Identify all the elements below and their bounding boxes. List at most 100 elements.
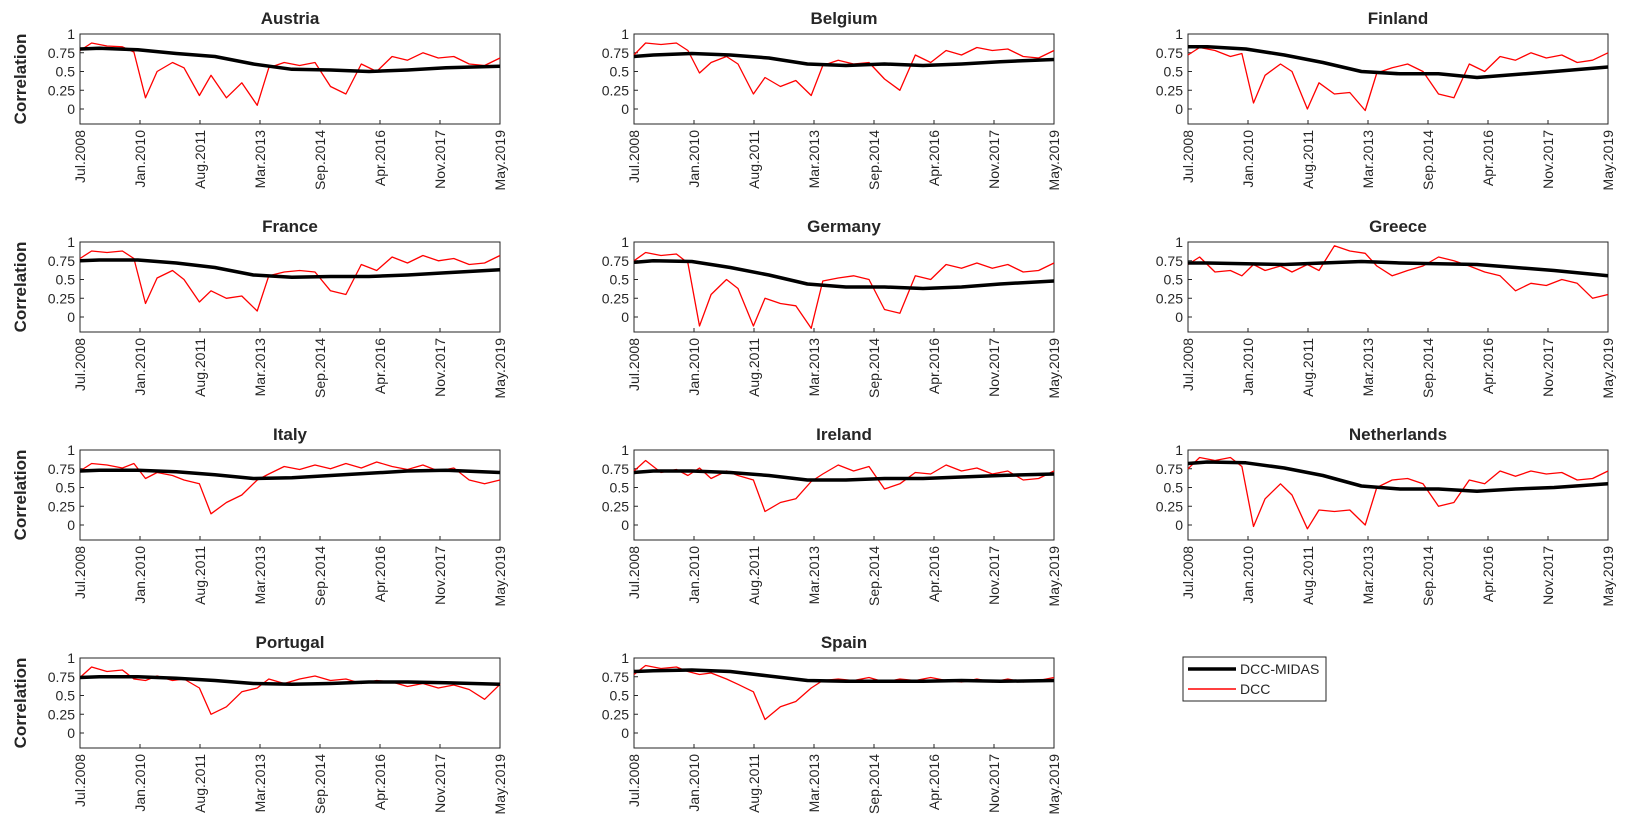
x-tick-label: May.2019	[492, 754, 508, 815]
y-tick-label: 0.25	[602, 290, 629, 306]
x-tick-label: Sep.2014	[1420, 130, 1436, 190]
y-tick-label: 0.25	[602, 498, 629, 514]
x-tick-label: Jul.2008	[626, 338, 642, 391]
x-tick-label: Mar.2013	[252, 130, 268, 189]
legend-label-dcc-midas: DCC-MIDAS	[1240, 661, 1319, 677]
x-tick-label: Mar.2013	[806, 130, 822, 189]
axes-box	[79, 241, 501, 333]
x-tick-label: Jul.2008	[626, 754, 642, 807]
axes-box	[79, 449, 501, 541]
y-tick-label: 0.75	[48, 461, 75, 477]
x-tick-label: Apr.2016	[372, 754, 388, 810]
x-tick-label: Nov.2017	[986, 546, 1002, 605]
y-tick-label: 0	[621, 101, 629, 117]
x-tick-label: Sep.2014	[312, 754, 328, 814]
series-line-dcc-midas	[79, 675, 501, 687]
y-tick-label: 1	[67, 234, 75, 250]
x-tick-label: May.2019	[492, 130, 508, 191]
y-tick-label: 1	[1175, 234, 1183, 250]
chart-title: Greece	[1369, 217, 1427, 236]
y-tick-label: 1	[1175, 26, 1183, 42]
axes-box	[79, 33, 501, 125]
y-tick-label: 0.5	[610, 64, 630, 80]
y-tick-label: 0.5	[610, 480, 630, 496]
y-axis-label: Correlation	[11, 242, 30, 333]
x-tick-label: Jul.2008	[626, 130, 642, 183]
y-tick-label: 0.25	[1156, 290, 1183, 306]
y-tick-label: 0.75	[48, 45, 75, 61]
y-tick-label: 0	[621, 517, 629, 533]
x-tick-label: Sep.2014	[866, 546, 882, 606]
y-tick-label: 0.25	[602, 82, 629, 98]
x-tick-label: Nov.2017	[986, 130, 1002, 189]
y-tick-label: 0.5	[610, 688, 630, 704]
series-line-dcc	[1187, 46, 1609, 112]
x-tick-label: May.2019	[1046, 130, 1062, 191]
y-tick-label: 0.75	[602, 45, 629, 61]
x-tick-label: Sep.2014	[866, 130, 882, 190]
x-tick-label: Nov.2017	[1540, 546, 1556, 605]
x-tick-label: Aug.2011	[192, 546, 208, 605]
y-tick-label: 0.5	[1164, 64, 1184, 80]
y-tick-label: 0.5	[56, 688, 76, 704]
x-tick-label: Mar.2013	[806, 546, 822, 605]
chart-panel-germany: 0 0.25 0.5 0.75 1 Jul.2008 Jan.2010 Aug.2011 Mar…	[602, 217, 1062, 398]
series-line-dcc-midas	[633, 259, 1055, 291]
x-tick-label: Jan.2010	[686, 130, 702, 188]
x-tick-label: Sep.2014	[866, 754, 882, 814]
x-tick-label: Apr.2016	[1480, 338, 1496, 394]
x-tick-label: Nov.2017	[1540, 338, 1556, 397]
x-tick-label: Jan.2010	[1240, 130, 1256, 188]
x-tick-label: Nov.2017	[432, 754, 448, 813]
chart-title: France	[262, 217, 318, 236]
x-tick-label: Apr.2016	[372, 546, 388, 602]
x-tick-label: Mar.2013	[1360, 338, 1376, 397]
chart-title: Italy	[273, 425, 308, 444]
y-tick-label: 0	[621, 309, 629, 325]
x-tick-label: May.2019	[1600, 546, 1616, 607]
axes-box	[633, 449, 1055, 541]
x-tick-label: Jan.2010	[132, 754, 148, 812]
y-tick-label: 1	[621, 234, 629, 250]
x-tick-label: Jan.2010	[1240, 338, 1256, 396]
y-tick-label: 0.75	[1156, 253, 1183, 269]
y-tick-label: 0	[67, 101, 75, 117]
legend-box	[1182, 656, 1327, 702]
series-line-dcc	[633, 459, 1055, 513]
x-tick-label: Nov.2017	[432, 338, 448, 397]
chart-title: Spain	[821, 633, 867, 652]
x-tick-label: Jan.2010	[686, 754, 702, 812]
x-tick-label: Aug.2011	[192, 338, 208, 397]
x-tick-label: Aug.2011	[746, 130, 762, 189]
y-tick-label: 1	[621, 26, 629, 42]
x-tick-label: May.2019	[1046, 754, 1062, 815]
legend-label-dcc: DCC	[1240, 681, 1270, 697]
x-tick-label: Aug.2011	[746, 338, 762, 397]
x-tick-label: Apr.2016	[926, 130, 942, 186]
chart-panel-greece: 0 0.25 0.5 0.75 1 Jul.2008 Jan.2010 Aug.2011 Mar…	[1156, 217, 1616, 398]
x-tick-label: May.2019	[1046, 546, 1062, 607]
chart-title: Austria	[261, 9, 320, 28]
y-tick-label: 1	[621, 442, 629, 458]
y-tick-label: 0.5	[610, 272, 630, 288]
x-tick-label: Apr.2016	[926, 754, 942, 810]
y-tick-label: 0	[1175, 309, 1183, 325]
x-tick-label: Nov.2017	[986, 338, 1002, 397]
axes-box	[1187, 33, 1609, 125]
axes-box	[1187, 241, 1609, 333]
y-tick-label: 1	[621, 650, 629, 666]
x-tick-label: Aug.2011	[1300, 546, 1316, 605]
y-tick-label: 0.25	[602, 706, 629, 722]
series-line-dcc	[79, 42, 501, 106]
series-line-dcc-midas	[633, 51, 1055, 68]
series-line-dcc-midas	[79, 468, 501, 481]
y-tick-label: 0.75	[602, 461, 629, 477]
chart-panel-netherlands: 0 0.25 0.5 0.75 1 Jul.2008 Jan.2010 Aug.2011 Mar…	[1156, 425, 1616, 606]
legend: DCC-MIDAS DCC	[1182, 656, 1327, 702]
x-tick-label: May.2019	[1600, 338, 1616, 399]
y-tick-label: 0	[621, 725, 629, 741]
x-tick-label: Sep.2014	[866, 338, 882, 398]
x-tick-label: Jul.2008	[72, 130, 88, 183]
x-tick-label: May.2019	[1046, 338, 1062, 399]
chart-panel-italy: 0 0.25 0.5 0.75 1 Jul.2008 Jan.2010 Aug.2011 Mar…	[11, 425, 508, 606]
